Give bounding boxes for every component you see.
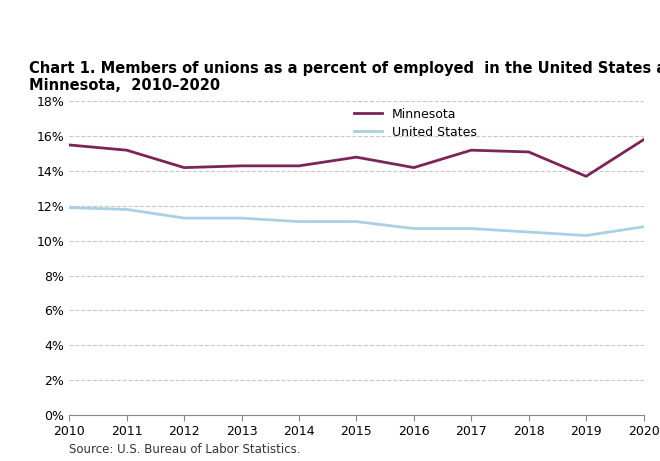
Minnesota	[410, 165, 418, 171]
United States	[640, 224, 647, 230]
Minnesota	[352, 154, 360, 160]
Minnesota	[65, 142, 73, 148]
Minnesota	[238, 163, 246, 169]
Minnesota	[180, 165, 188, 171]
Minnesota	[123, 148, 131, 153]
Line: United States: United States	[69, 207, 644, 236]
Minnesota	[640, 137, 647, 142]
Minnesota	[525, 149, 533, 155]
Minnesota	[467, 148, 475, 153]
Minnesota	[582, 173, 590, 179]
Legend: Minnesota, United States: Minnesota, United States	[354, 108, 477, 139]
United States	[295, 219, 303, 225]
United States	[525, 229, 533, 235]
United States	[238, 215, 246, 221]
United States	[123, 207, 131, 212]
United States	[180, 215, 188, 221]
Text: Source: U.S. Bureau of Labor Statistics.: Source: U.S. Bureau of Labor Statistics.	[69, 443, 301, 456]
United States	[352, 219, 360, 225]
United States	[582, 233, 590, 238]
United States	[467, 226, 475, 231]
United States	[65, 205, 73, 210]
Text: Chart 1. Members of unions as a percent of employed  in the United States and
Mi: Chart 1. Members of unions as a percent …	[29, 61, 660, 93]
Minnesota	[295, 163, 303, 169]
Line: Minnesota: Minnesota	[69, 140, 644, 176]
United States	[410, 226, 418, 231]
